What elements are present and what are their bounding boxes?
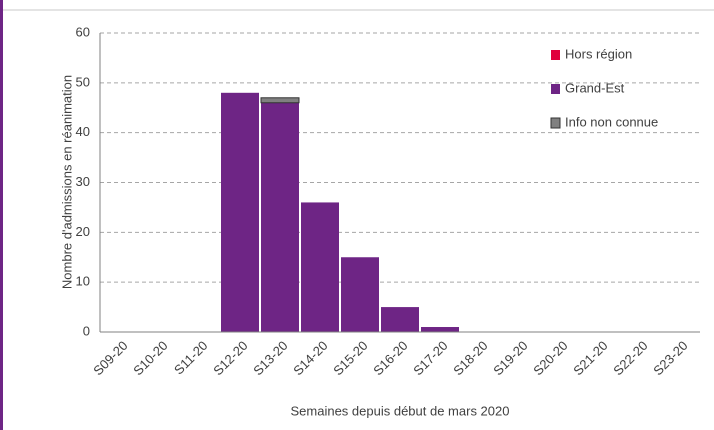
- y-tick-label: 10: [76, 274, 90, 289]
- legend-swatch: [550, 117, 561, 129]
- x-tick-label: S13-20: [250, 338, 290, 378]
- y-tick-label: 60: [76, 24, 90, 39]
- y-tick-label: 30: [76, 174, 90, 189]
- x-tick-label: S17-20: [410, 338, 450, 378]
- bar: [221, 92, 259, 332]
- y-tick-label: 40: [76, 124, 90, 139]
- x-tick-label: S11-20: [171, 338, 211, 378]
- bar: [381, 307, 419, 332]
- legend-label: Hors région: [565, 46, 632, 61]
- x-tick-label: S10-20: [130, 338, 170, 378]
- side-bar: [0, 0, 3, 430]
- legend-label: Grand-Est: [565, 80, 625, 95]
- legend-swatch: [551, 84, 560, 94]
- bar: [421, 327, 459, 332]
- x-tick-label: S15-20: [330, 338, 370, 378]
- legend-label: Info non connue: [565, 114, 658, 129]
- y-axis-label: Nombre d'admissions en réanimation: [59, 75, 74, 289]
- x-tick-label: S09-20: [90, 338, 130, 378]
- bar: [341, 257, 379, 332]
- x-tick-label: S23-20: [650, 338, 690, 378]
- y-tick-label: 0: [83, 323, 90, 338]
- x-tick-label: S22-20: [610, 338, 650, 378]
- bar: [261, 102, 299, 333]
- x-tick-label: S20-20: [530, 338, 570, 378]
- legend-swatch: [551, 50, 560, 60]
- y-tick-label: 50: [76, 74, 90, 89]
- x-tick-label: S14-20: [290, 338, 330, 378]
- bar: [301, 202, 339, 332]
- x-tick-label: S16-20: [370, 338, 410, 378]
- bar: [260, 97, 300, 104]
- y-tick-label: 20: [76, 224, 90, 239]
- x-tick-label: S18-20: [450, 338, 490, 378]
- x-axis-label: Semaines depuis début de mars 2020: [291, 403, 510, 418]
- x-tick-label: S19-20: [490, 338, 530, 378]
- x-tick-label: S21-20: [570, 338, 610, 378]
- x-tick-label: S12-20: [210, 338, 250, 378]
